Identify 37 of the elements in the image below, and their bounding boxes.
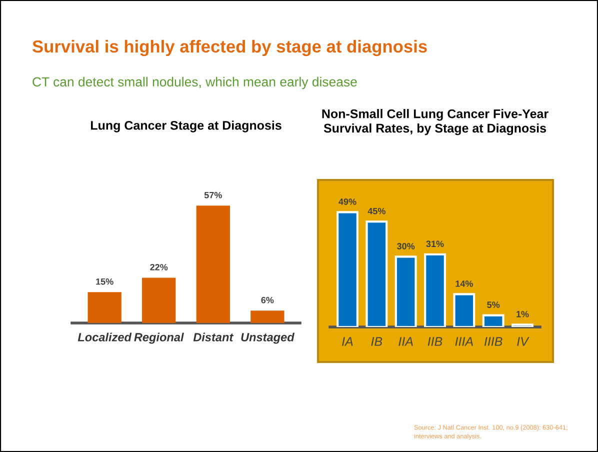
bar <box>142 278 176 323</box>
x-tick-label: IIIB <box>484 337 502 346</box>
x-tick-label: IB <box>371 337 382 346</box>
x-tick-label: Unstaged <box>241 332 295 344</box>
bar <box>366 220 388 327</box>
data-label: 22% <box>150 264 168 270</box>
data-label: 14% <box>456 280 473 287</box>
bar <box>88 292 122 323</box>
bar <box>336 211 358 327</box>
data-label: 1% <box>516 310 529 318</box>
data-label: 15% <box>96 278 114 285</box>
x-tick-label: Distant <box>193 332 234 342</box>
data-label: 49% <box>338 198 356 205</box>
text: Survival is highly affected by stage at diagnosis <box>32 40 427 56</box>
bar <box>250 310 284 323</box>
data-label: 30% <box>397 242 415 250</box>
x-tick-label: IIIA <box>455 337 473 346</box>
x-tick-label: IA <box>342 337 353 346</box>
data-label: 57% <box>204 192 222 198</box>
x-tick-label: IIB <box>428 337 442 346</box>
x-tick-label: IV <box>517 337 530 346</box>
data-label: 45% <box>368 208 386 214</box>
bar <box>424 253 446 327</box>
chart-title: Lung Cancer Stage at Diagnosis <box>90 120 282 132</box>
bar <box>453 293 476 327</box>
bar <box>394 256 417 327</box>
data-label: 6% <box>261 296 274 304</box>
bar <box>512 324 534 327</box>
chart-title: Non-Small Cell Lung Cancer Five-Year Survival Rates, by Stage at Diagnosis <box>322 109 548 136</box>
x-tick-label: Localized <box>78 332 132 342</box>
data-label: 31% <box>426 240 444 248</box>
x-tick-label: Regional <box>134 332 184 344</box>
bar <box>482 314 504 327</box>
text: CT can detect small nodules, which mean early disease <box>32 76 357 90</box>
bar <box>196 206 230 323</box>
x-tick-label: IIA <box>398 337 413 346</box>
data-label: 5% <box>487 302 500 308</box>
